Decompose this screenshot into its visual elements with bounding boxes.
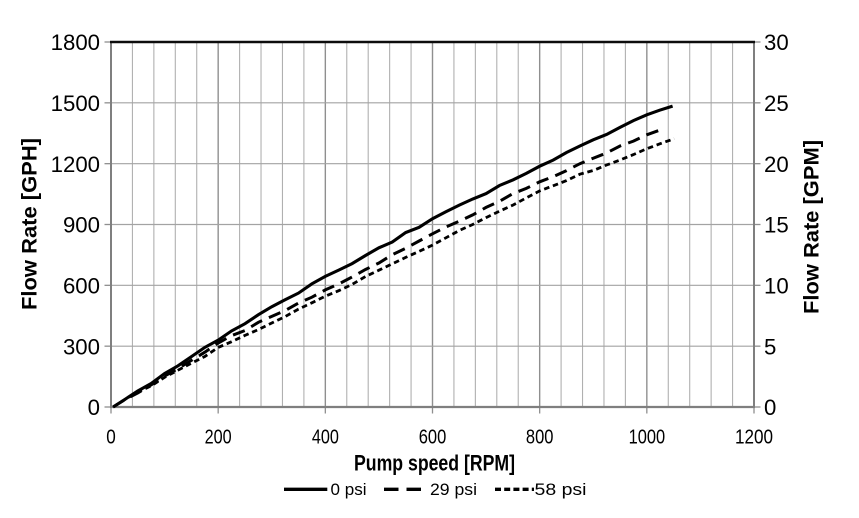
svg-text:0: 0 — [106, 427, 116, 449]
svg-text:1800: 1800 — [51, 30, 100, 55]
svg-text:400: 400 — [312, 427, 339, 449]
svg-text:0: 0 — [88, 395, 100, 420]
svg-text:300: 300 — [63, 334, 100, 359]
svg-text:Pump speed [RPM]: Pump speed [RPM] — [354, 451, 515, 476]
svg-text:800: 800 — [526, 427, 554, 449]
svg-text:Flow Rate [GPM]: Flow Rate [GPM] — [800, 140, 824, 314]
svg-text:1200: 1200 — [51, 152, 100, 177]
svg-text:200: 200 — [205, 427, 232, 449]
svg-text:29 psi: 29 psi — [430, 481, 477, 499]
svg-text:5: 5 — [764, 334, 776, 359]
svg-text:0 psi: 0 psi — [331, 481, 367, 499]
svg-text:0: 0 — [764, 395, 776, 420]
svg-text:900: 900 — [63, 213, 100, 238]
svg-text:30: 30 — [764, 30, 789, 55]
svg-text:15: 15 — [764, 213, 789, 238]
svg-text:58 psi: 58 psi — [535, 481, 587, 499]
svg-text:600: 600 — [419, 427, 447, 449]
svg-text:1200: 1200 — [735, 427, 773, 449]
svg-text:Flow Rate [GPH]: Flow Rate [GPH] — [18, 138, 42, 310]
svg-text:1500: 1500 — [51, 91, 100, 116]
svg-text:1000: 1000 — [629, 427, 666, 449]
svg-text:600: 600 — [63, 274, 100, 299]
svg-text:25: 25 — [764, 91, 789, 116]
svg-text:10: 10 — [764, 274, 789, 299]
svg-text:20: 20 — [764, 152, 789, 177]
